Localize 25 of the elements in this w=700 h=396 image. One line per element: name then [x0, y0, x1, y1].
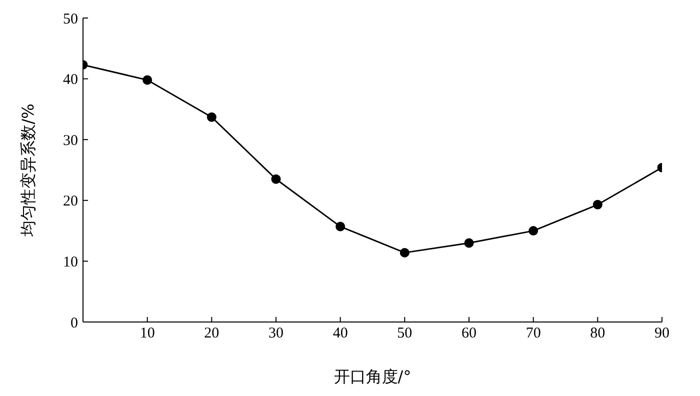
x-axis-title: 开口角度/°	[334, 367, 412, 386]
y-axis-title: 均匀性变异系数/%	[18, 104, 38, 238]
x-tick-label: 30	[268, 326, 284, 342]
y-tick-label: 30	[63, 132, 78, 149]
x-tick-label: 40	[332, 326, 348, 342]
y-tick-label: 40	[63, 72, 78, 88]
y-tick-label: 10	[63, 254, 78, 271]
point	[336, 222, 346, 232]
y-tick-label: 0	[70, 315, 78, 332]
x-tick-label: 20	[204, 326, 220, 342]
x-tick-label: 70	[526, 326, 541, 342]
point	[142, 75, 152, 85]
point	[592, 200, 602, 210]
point	[206, 112, 216, 122]
x-tick-label: 60	[462, 326, 476, 342]
point	[400, 248, 410, 258]
point	[528, 226, 538, 236]
x-tick-label: 90	[654, 326, 670, 342]
y-tick-label: 50	[63, 11, 78, 28]
y-tick-label: 20	[63, 194, 78, 210]
point	[271, 174, 281, 184]
point	[464, 238, 474, 248]
x-tick-label: 80	[590, 326, 606, 342]
x-tick-label: 50	[397, 326, 412, 342]
x-tick-label: 10	[140, 326, 155, 342]
